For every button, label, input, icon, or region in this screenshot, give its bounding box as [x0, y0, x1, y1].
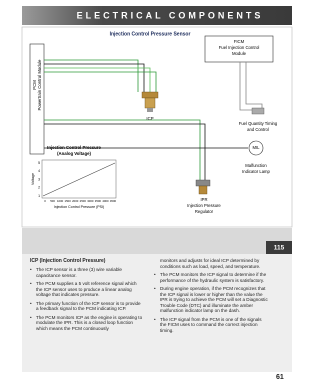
graph-x-tick: 4500 [110, 199, 117, 203]
icp-sensor [147, 108, 153, 112]
graph-x-tick: 2000 [72, 199, 79, 203]
graph-y-tick: 5 [38, 161, 40, 165]
graph-y-tick: 4 [38, 169, 40, 173]
graph-x-label: Injection Control Pressure (PSI) [54, 205, 105, 209]
graph-x-tick: 1000 [57, 199, 64, 203]
fqtc-part [251, 107, 265, 115]
ficm-label: Module [232, 51, 247, 56]
heading: ICP (Injection Control Pressure) [30, 258, 106, 264]
bullet: The ICP sensor is a three (3) wire varia… [30, 267, 144, 278]
grey-strip [22, 228, 292, 254]
ipr-label: Regulator [195, 209, 214, 214]
bullet: The primary function of the ICP sensor i… [30, 301, 144, 312]
graph-x-tick: 3500 [95, 199, 102, 203]
pcm-box [29, 43, 45, 155]
bullet: The PCM supplies a 5 volt reference sign… [30, 281, 144, 298]
diagram-title: Injection Control Pressure Sensor [110, 31, 191, 37]
header-title: ELECTRICAL COMPONENTS [77, 10, 264, 20]
graph-y-tick: 2 [38, 186, 40, 190]
tab-number: 115 [274, 245, 285, 252]
graph-x-tick: 500 [50, 199, 55, 203]
graph-x-tick: 1500 [65, 199, 72, 203]
page: ELECTRICAL COMPONENTS Injection Control … [0, 0, 300, 388]
graph-y-label: Voltage [31, 173, 35, 185]
ipr-part [198, 185, 208, 195]
bullet: The PCM monitors ICP as the engine is op… [30, 315, 144, 332]
graph-x-tick: 2500 [80, 199, 87, 203]
graph-y-tick: 1 [38, 194, 40, 198]
pcm-label: PCM [32, 80, 37, 90]
fqtc-label: Fuel Quantity Timing [239, 121, 278, 126]
graph-x-tick: 4000 [102, 199, 109, 203]
graph-line [42, 162, 116, 197]
graph-x-tick: 3000 [87, 199, 94, 203]
bullet: The PCM monitors the ICP signal to deter… [154, 272, 268, 283]
header-band [22, 6, 292, 25]
graph-plot [41, 159, 117, 199]
ipr-label: Injection Pressure [187, 203, 221, 208]
mil-text: MIL [253, 145, 261, 150]
graph-x-tick: 0 [44, 199, 46, 203]
graph-title: (Analog Voltage) [57, 151, 91, 156]
continuation: monitors and adjusts for ideal ICP deter… [160, 258, 261, 269]
left-column: ICP (Injection Control Pressure) The ICP… [30, 258, 144, 334]
icp-sensor [144, 97, 156, 109]
ficm-label: Fuel Injection Control [219, 45, 260, 50]
tab-box [266, 241, 292, 254]
graph-y-tick: 3 [38, 177, 40, 181]
ficm-label: FICM [234, 39, 245, 44]
right-column: monitors and adjusts for ideal ICP deter… [154, 258, 268, 336]
fqtc-label: and Control [247, 127, 269, 132]
ipr-label: IPR [201, 197, 208, 202]
bullet: During engine operation, if the PCM reco… [154, 286, 268, 314]
icp-label: ICP [146, 116, 153, 121]
graph-title: Injection Control Pressure [47, 145, 101, 150]
mil-label: Indicator Lamp [242, 169, 270, 174]
mil-lamp [248, 140, 264, 156]
bullet: The ICP signal from the PCM is one of th… [154, 317, 268, 334]
page-number: 61 [276, 374, 284, 381]
pcm-label: Powertrain Control Module [37, 59, 42, 110]
ipr-part [195, 179, 211, 187]
ficm-box [204, 35, 274, 63]
mil-label: Malfunction [245, 163, 267, 168]
icp-sensor [141, 91, 159, 99]
